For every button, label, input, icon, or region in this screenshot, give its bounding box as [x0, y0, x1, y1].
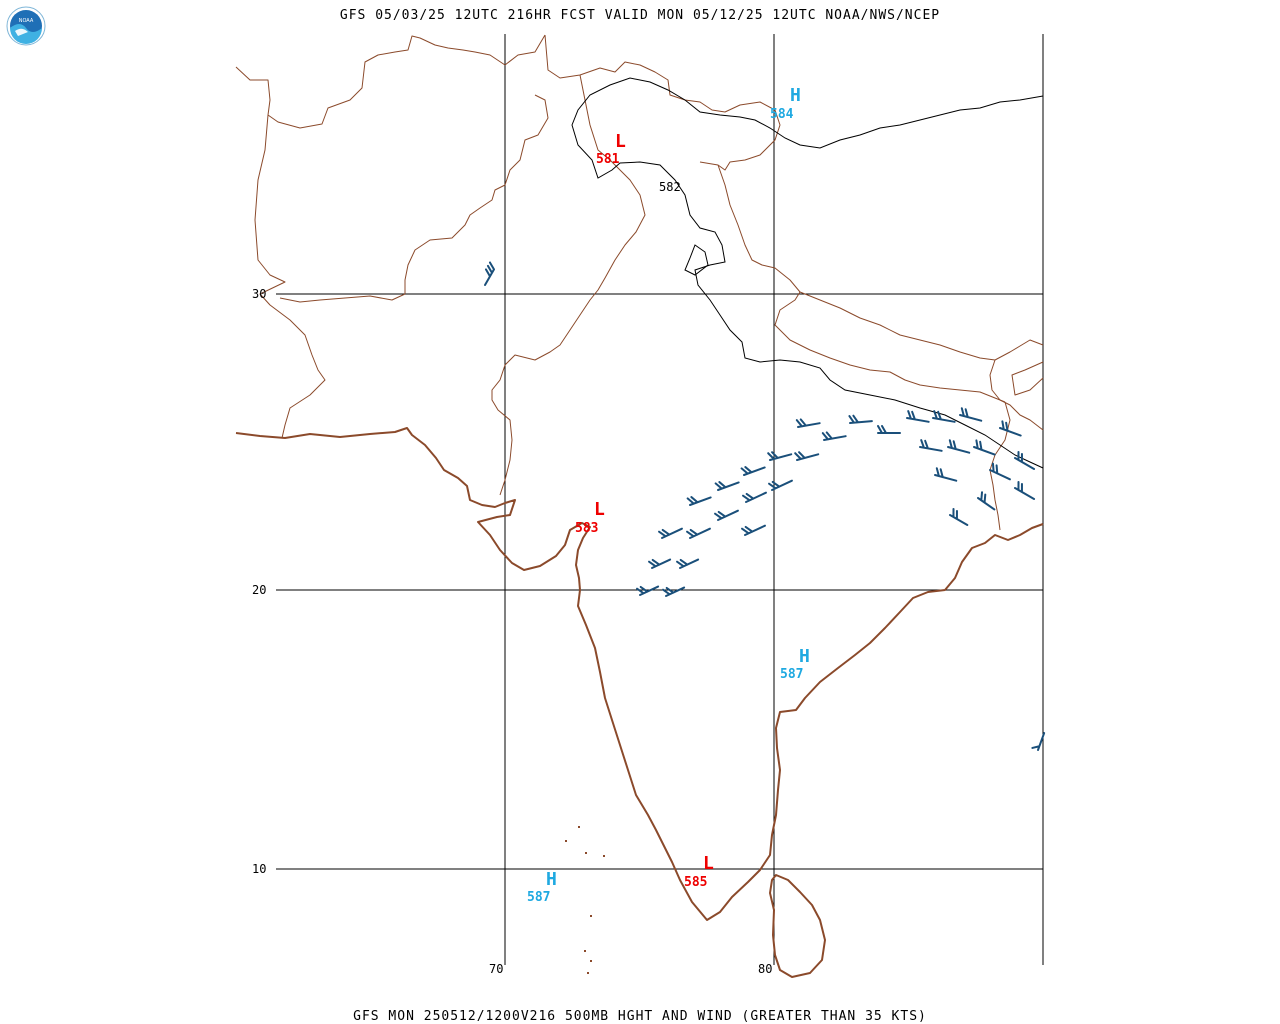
boundaries	[235, 34, 1044, 531]
wind-barb	[821, 431, 847, 441]
wind-barb	[949, 507, 969, 526]
wind-barb	[767, 451, 793, 461]
low-value: 581	[596, 152, 620, 167]
wind-barb	[947, 439, 971, 454]
wind-barb	[934, 467, 958, 482]
high-marker: H	[799, 646, 810, 667]
low-marker: L	[703, 853, 714, 874]
wind-barb	[741, 524, 766, 536]
graticule	[276, 34, 1044, 965]
lon-label-80: 80	[758, 962, 772, 976]
wind-barb	[999, 420, 1022, 437]
wind-barb	[1014, 480, 1036, 500]
wind-barb	[794, 451, 820, 461]
wind-barb	[686, 496, 712, 506]
wind-barb	[1031, 732, 1046, 751]
coastline	[235, 427, 1044, 978]
wind-barb	[906, 410, 930, 423]
wind-barb	[977, 491, 996, 511]
wind-barbs	[484, 261, 1046, 751]
high-value: 584	[770, 107, 794, 122]
map-title: GFS 05/03/25 12UTC 216HR FCST VALID MON …	[339, 8, 941, 23]
high-value: 587	[527, 890, 550, 905]
map-caption: GFS MON 250512/1200V216 500MB HGHT AND W…	[353, 1009, 927, 1024]
wind-barb	[740, 466, 766, 476]
svg-text:NOAA: NOAA	[19, 18, 34, 24]
wind-barb	[662, 586, 686, 597]
wind-barb	[714, 509, 739, 521]
lat-label-20: 20	[252, 583, 266, 597]
noaa-logo: NOAA	[6, 6, 46, 46]
wind-barb	[877, 425, 901, 434]
low-value: 585	[684, 875, 707, 890]
high-value: 587	[780, 667, 803, 682]
wind-barb	[795, 418, 821, 428]
wind-barb	[676, 558, 700, 569]
low-marker: L	[594, 499, 605, 520]
wind-barb	[848, 414, 873, 424]
wind-barb	[484, 261, 495, 286]
lat-label-30: 30	[252, 287, 266, 301]
low-value: 583	[575, 521, 598, 536]
lon-label-70: 70	[489, 962, 503, 976]
lat-label-10: 10	[252, 862, 266, 876]
wind-barb	[636, 585, 660, 596]
wind-barb	[714, 481, 740, 491]
wind-barb	[768, 479, 793, 491]
islands	[565, 826, 605, 974]
low-marker: L	[615, 131, 626, 152]
wind-barb	[648, 558, 672, 569]
height-contour-582	[571, 77, 1044, 469]
wind-barb	[1014, 450, 1036, 470]
high-marker: H	[790, 85, 801, 106]
wind-barb	[959, 407, 983, 422]
wind-barb	[919, 439, 943, 452]
wind-barb	[932, 410, 956, 423]
contour-label: 582	[659, 180, 681, 194]
wind-barb	[742, 491, 767, 503]
wind-barb	[686, 527, 711, 539]
high-marker: H	[546, 869, 557, 890]
wind-barb	[658, 527, 683, 539]
wind-barb	[973, 439, 996, 456]
wind-barb	[989, 462, 1011, 481]
